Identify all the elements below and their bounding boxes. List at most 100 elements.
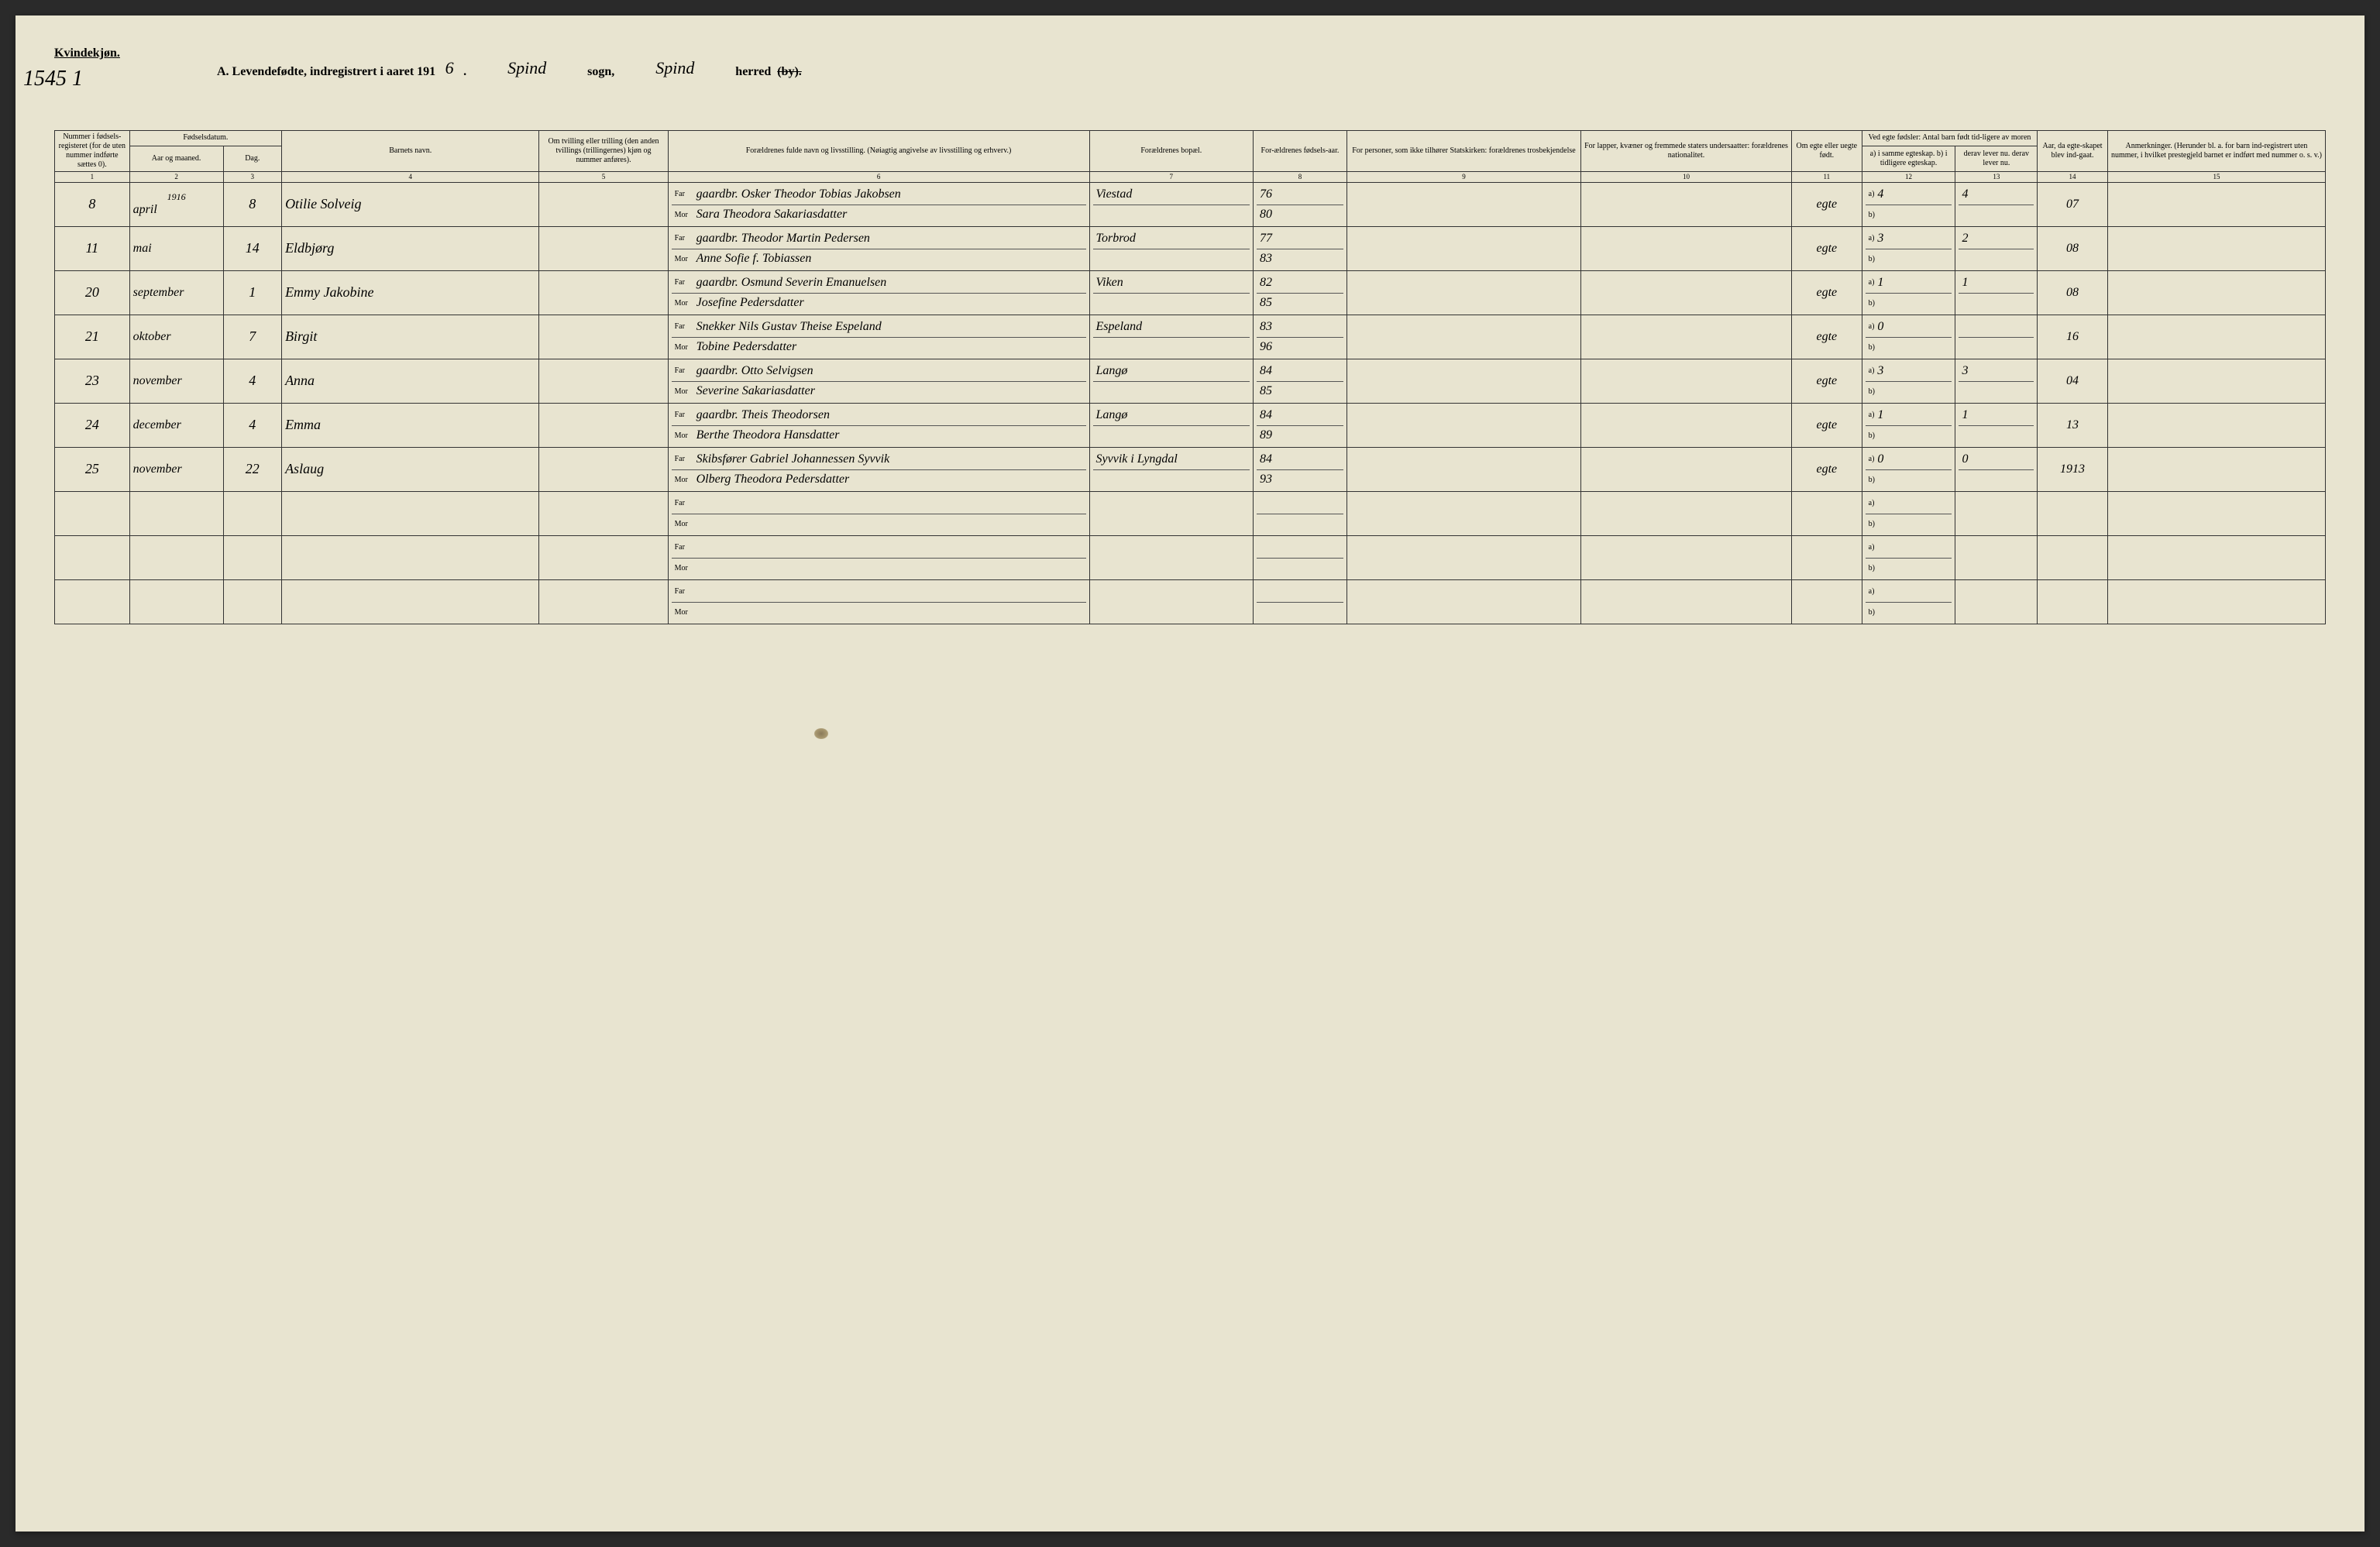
day-cell: 22 bbox=[223, 447, 282, 491]
col-7-header: Forældrenes bopæl. bbox=[1089, 131, 1254, 172]
child-name: Aslaug bbox=[282, 447, 539, 491]
religion-cell bbox=[1346, 447, 1580, 491]
religion-cell bbox=[1346, 359, 1580, 403]
col-1-header: Nummer i fødsels-registeret (for de uten… bbox=[55, 131, 130, 172]
mor-label: Mor bbox=[675, 476, 696, 484]
entry-number: 11 bbox=[55, 226, 130, 270]
month-cell: mai bbox=[129, 226, 223, 270]
father-name: gaardbr. Otto Selvigsen bbox=[696, 364, 813, 378]
birth-register-table: Nummer i fødsels-registeret (for de uten… bbox=[54, 130, 2326, 624]
living-children-cell: 1 bbox=[1955, 270, 2038, 315]
parents-cell: Fargaardbr. Theis Theodorsen MorBerthe T… bbox=[668, 403, 1089, 447]
nationality-cell bbox=[1581, 270, 1792, 315]
prior-children-cell: a)3 b) bbox=[1862, 226, 1955, 270]
colnum: 12 bbox=[1862, 172, 1955, 183]
colnum: 11 bbox=[1791, 172, 1862, 183]
parent-birthyear-cell bbox=[1254, 491, 1347, 535]
day-cell: 4 bbox=[223, 359, 282, 403]
religion-cell bbox=[1346, 182, 1580, 226]
residence-cell: Viestad bbox=[1089, 182, 1254, 226]
mor-label: Mor bbox=[675, 255, 696, 263]
mor-label: Mor bbox=[675, 608, 696, 617]
mor-label: Mor bbox=[675, 431, 696, 440]
legitimacy-cell: egte bbox=[1791, 315, 1862, 359]
colnum: 1 bbox=[55, 172, 130, 183]
living-children-cell bbox=[1955, 315, 2038, 359]
far-label: Far bbox=[675, 190, 696, 198]
marriage-year-cell: 04 bbox=[2038, 359, 2108, 403]
far-label: Far bbox=[675, 499, 696, 507]
far-label: Far bbox=[675, 366, 696, 375]
legitimacy-cell: egte bbox=[1791, 270, 1862, 315]
mother-name: Anne Sofie f. Tobiassen bbox=[696, 252, 812, 266]
parent-birthyear-cell: 83 96 bbox=[1254, 315, 1347, 359]
marriage-year-cell: 1913 bbox=[2038, 447, 2108, 491]
legitimacy-cell: egte bbox=[1791, 403, 1862, 447]
mor-label: Mor bbox=[675, 564, 696, 572]
parents-cell: Fargaardbr. Otto Selvigsen MorSeverine S… bbox=[668, 359, 1089, 403]
religion-cell bbox=[1346, 226, 1580, 270]
parents-cell: Fargaardbr. Osmund Severin Emanuelsen Mo… bbox=[668, 270, 1089, 315]
month-cell: september bbox=[129, 270, 223, 315]
twin-cell bbox=[539, 447, 668, 491]
living-children-cell: 4 bbox=[1955, 182, 2038, 226]
parent-birthyear-cell: 76 80 bbox=[1254, 182, 1347, 226]
title-prefix: A. Levendefødte, indregistrert i aaret 1… bbox=[217, 65, 435, 79]
child-name: Otilie Solveig bbox=[282, 182, 539, 226]
register-page: Kvindekjøn. 1545 1 A. Levendefødte, indr… bbox=[15, 15, 2365, 1532]
residence-cell: Torbrod bbox=[1089, 226, 1254, 270]
day-cell: 4 bbox=[223, 403, 282, 447]
prior-children-cell: a)1 b) bbox=[1862, 270, 1955, 315]
child-name: Emma bbox=[282, 403, 539, 447]
residence-cell: Syvvik i Lyngdal bbox=[1089, 447, 1254, 491]
residence-cell: Langø bbox=[1089, 359, 1254, 403]
child-name: Emmy Jakobine bbox=[282, 270, 539, 315]
residence-cell: Viken bbox=[1089, 270, 1254, 315]
col-2-header: Aar og maaned. bbox=[129, 146, 223, 171]
col-4-header: Barnets navn. bbox=[282, 131, 539, 172]
colnum: 6 bbox=[668, 172, 1089, 183]
twin-cell bbox=[539, 359, 668, 403]
colnum: 4 bbox=[282, 172, 539, 183]
religion-cell bbox=[1346, 315, 1580, 359]
mother-name: Olberg Theodora Pedersdatter bbox=[696, 473, 850, 486]
colnum: 2 bbox=[129, 172, 223, 183]
child-name: Anna bbox=[282, 359, 539, 403]
mother-name: Severine Sakariasdatter bbox=[696, 384, 815, 398]
colnum: 7 bbox=[1089, 172, 1254, 183]
living-children-cell: 2 bbox=[1955, 226, 2038, 270]
mother-name: Berthe Theodora Hansdatter bbox=[696, 428, 840, 442]
parent-birthyear-cell: 84 93 bbox=[1254, 447, 1347, 491]
nationality-cell bbox=[1581, 403, 1792, 447]
father-name: Snekker Nils Gustav Theise Espeland bbox=[696, 320, 882, 334]
marriage-year-cell: 16 bbox=[2038, 315, 2108, 359]
colnum: 9 bbox=[1346, 172, 1580, 183]
marriage-year-cell: 08 bbox=[2038, 226, 2108, 270]
twin-cell bbox=[539, 182, 668, 226]
col-8-header: For-ældrenes fødsels-aar. bbox=[1254, 131, 1347, 172]
father-name: Skibsfører Gabriel Johannessen Syvvik bbox=[696, 452, 890, 466]
residence-cell: Espeland bbox=[1089, 315, 1254, 359]
twin-cell bbox=[539, 315, 668, 359]
religion-cell bbox=[1346, 270, 1580, 315]
legitimacy-cell: egte bbox=[1791, 359, 1862, 403]
remarks-cell bbox=[2107, 403, 2325, 447]
nationality-cell bbox=[1581, 359, 1792, 403]
month-cell: 1916april bbox=[129, 182, 223, 226]
parent-birthyear-cell bbox=[1254, 535, 1347, 579]
father-name: gaardbr. Osker Theodor Tobias Jakobsen bbox=[696, 187, 901, 201]
legitimacy-cell: egte bbox=[1791, 182, 1862, 226]
father-name: gaardbr. Theodor Martin Pedersen bbox=[696, 232, 870, 246]
entry-number: 23 bbox=[55, 359, 130, 403]
year-header: 1916 bbox=[133, 191, 220, 203]
remarks-cell bbox=[2107, 270, 2325, 315]
table-body: 8 1916april 8 Otilie Solveig Fargaardbr.… bbox=[55, 182, 2326, 624]
nationality-cell bbox=[1581, 182, 1792, 226]
prior-children-cell: a)4 b) bbox=[1862, 182, 1955, 226]
far-label: Far bbox=[675, 543, 696, 552]
living-children-cell: 1 bbox=[1955, 403, 2038, 447]
nationality-cell bbox=[1581, 447, 1792, 491]
remarks-cell bbox=[2107, 182, 2325, 226]
table-row: 24 december 4 Emma Fargaardbr. Theis The… bbox=[55, 403, 2326, 447]
living-children-cell: 3 bbox=[1955, 359, 2038, 403]
